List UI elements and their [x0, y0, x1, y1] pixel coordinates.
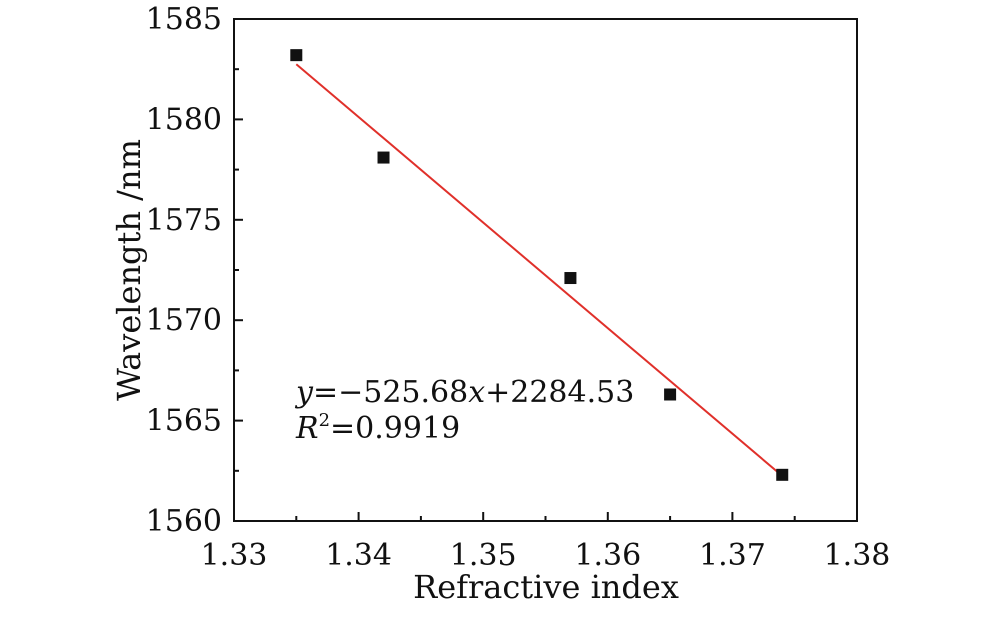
r-variable: R — [295, 411, 319, 446]
equation-x-variable: x — [468, 375, 485, 410]
y-tick-label-1570: 1570 — [146, 303, 222, 338]
y-tick-label-1575: 1575 — [146, 203, 222, 238]
data-point-4 — [664, 388, 677, 401]
plot-frame — [233, 18, 858, 522]
r-squared-value: =0.9919 — [330, 411, 460, 446]
x-axis-ticks: 1.33 1.34 1.35 1.36 1.37 1.38 — [201, 512, 891, 573]
data-points — [290, 49, 789, 481]
data-point-1 — [290, 49, 303, 62]
equation-intercept: +2284.53 — [485, 375, 634, 410]
x-tick-label-1.34: 1.34 — [325, 538, 392, 573]
x-tick-label-1.33: 1.33 — [201, 538, 268, 573]
r-superscript: 2 — [319, 410, 330, 431]
data-point-3 — [564, 272, 577, 285]
x-tick-label-1.36: 1.36 — [574, 538, 641, 573]
data-point-5 — [776, 468, 789, 481]
y-axis-ticks: 1560 1565 1570 1575 1580 1585 — [146, 2, 243, 539]
y-tick-label-1565: 1565 — [146, 404, 222, 439]
y-tick-label-1560: 1560 — [146, 504, 222, 539]
x-tick-label-1.35: 1.35 — [450, 538, 517, 573]
r-squared-label: R2=0.9919 — [295, 410, 460, 446]
x-tick-label-1.38: 1.38 — [824, 538, 891, 573]
fit-line-layer — [295, 63, 783, 477]
x-axis-title: Refractive index — [413, 568, 679, 606]
equation-slope: =−525.68 — [313, 375, 468, 410]
y-tick-label-1580: 1580 — [146, 102, 222, 137]
x-tick-label-1.37: 1.37 — [699, 538, 766, 573]
data-point-2 — [377, 151, 390, 164]
fit-equation: y=−525.68x+2284.53 — [294, 375, 634, 410]
y-tick-label-1585: 1585 — [146, 2, 222, 37]
y-axis-title: Wavelength /nm — [110, 139, 148, 401]
fit-line — [295, 63, 783, 477]
equation-y-variable: y — [294, 375, 314, 410]
